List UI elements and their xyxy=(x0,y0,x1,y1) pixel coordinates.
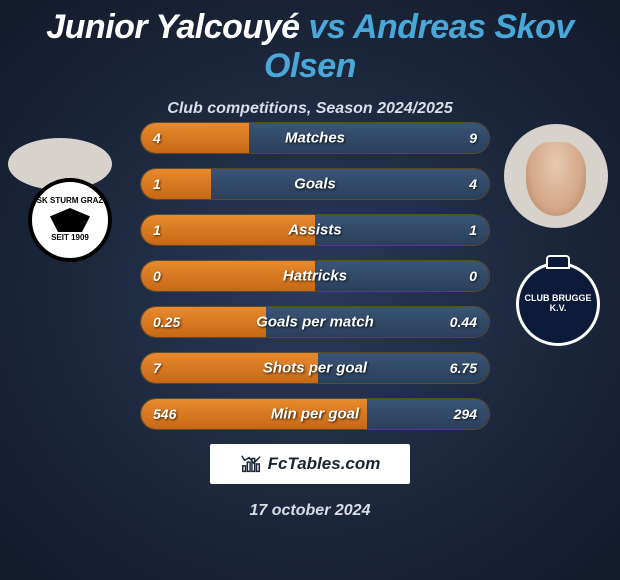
comparison-title: Junior Yalcouyé vs Andreas Skov Olsen xyxy=(0,0,620,86)
stat-row: 00Hattricks xyxy=(140,260,490,292)
stat-value-left: 0.25 xyxy=(153,314,180,330)
badge-left-bottom: SEIT 1909 xyxy=(37,234,104,243)
bar-right xyxy=(315,215,489,245)
stat-row: 14Goals xyxy=(140,168,490,200)
bar-right xyxy=(315,261,489,291)
bar-left xyxy=(141,353,318,383)
player1-club-badge: SK STURM GRAZ SEIT 1909 xyxy=(28,178,112,262)
fctables-logo: FcTables.com xyxy=(210,444,410,484)
player1-name: Junior Yalcouyé xyxy=(46,8,299,46)
stat-row: 0.250.44Goals per match xyxy=(140,306,490,338)
chart-icon xyxy=(240,453,262,475)
logo-text: FcTables.com xyxy=(268,454,381,474)
subtitle: Club competitions, Season 2024/2025 xyxy=(0,100,620,118)
date-label: 17 october 2024 xyxy=(0,502,620,520)
stat-value-left: 7 xyxy=(153,360,161,376)
bar-left xyxy=(141,215,315,245)
stat-row: 546294Min per goal xyxy=(140,398,490,430)
stat-value-left: 0 xyxy=(153,268,161,284)
stat-value-left: 546 xyxy=(153,406,176,422)
vs-label: vs xyxy=(308,8,345,46)
stat-value-right: 4 xyxy=(469,176,477,192)
stat-row: 76.75Shots per goal xyxy=(140,352,490,384)
bar-right xyxy=(211,169,489,199)
player2-avatar xyxy=(504,124,608,228)
bar-left xyxy=(141,261,315,291)
stat-value-right: 9 xyxy=(469,130,477,146)
stat-value-left: 4 xyxy=(153,130,161,146)
stat-value-right: 1 xyxy=(469,222,477,238)
stat-value-left: 1 xyxy=(153,222,161,238)
badge-right-bottom: K.V. xyxy=(525,304,592,314)
stat-value-right: 294 xyxy=(454,406,477,422)
stat-value-left: 1 xyxy=(153,176,161,192)
badge-left-top: SK STURM GRAZ xyxy=(37,197,104,206)
stat-value-right: 6.75 xyxy=(450,360,477,376)
stat-row: 49Matches xyxy=(140,122,490,154)
stat-value-right: 0.44 xyxy=(450,314,477,330)
player2-club-badge: CLUB BRUGGE K.V. xyxy=(516,262,600,346)
stats-container: 49Matches14Goals11Assists00Hattricks0.25… xyxy=(140,122,490,444)
bar-right xyxy=(249,123,489,153)
stat-row: 11Assists xyxy=(140,214,490,246)
bar-left xyxy=(141,169,211,199)
stat-value-right: 0 xyxy=(469,268,477,284)
